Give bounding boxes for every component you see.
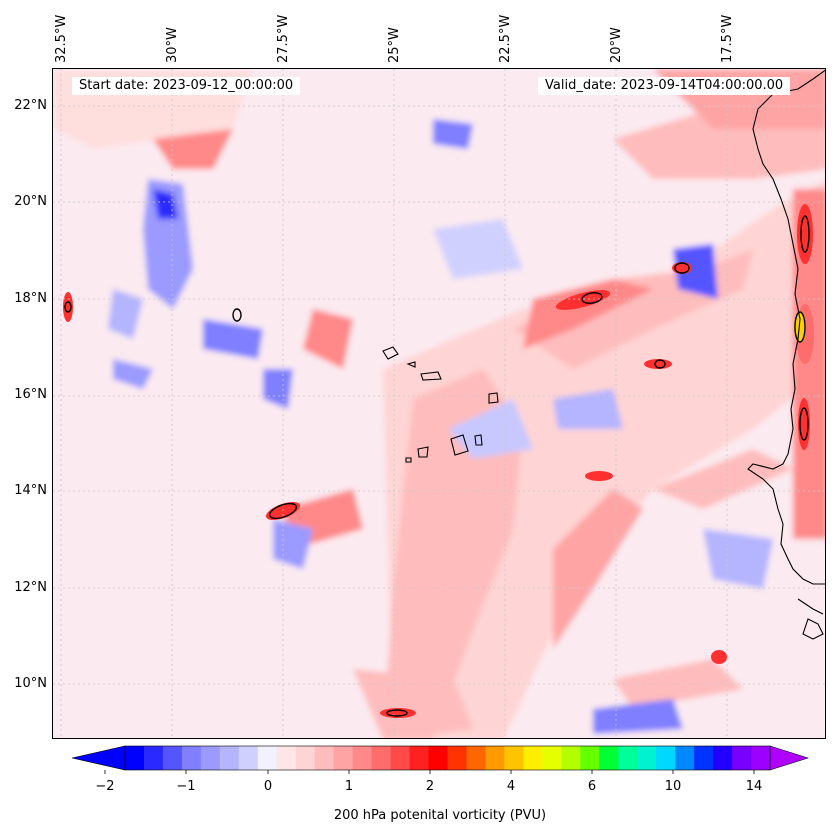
colorbar-tick-label: 4 xyxy=(506,779,516,794)
coastlines xyxy=(382,69,825,640)
lon-label: 32.5°W xyxy=(54,14,69,63)
pv-field-map xyxy=(53,69,825,738)
valid-date-label: Valid_date: 2023-09-14T04:00:00.00 xyxy=(538,77,791,95)
colorbar-swatch xyxy=(599,746,619,770)
colorbar-swatch xyxy=(656,746,676,770)
gridlines xyxy=(53,69,825,738)
lat-label: 14°N xyxy=(14,483,47,498)
lat-label: 18°N xyxy=(14,291,47,306)
colorbar-swatch xyxy=(637,746,657,770)
colorbar-swatch xyxy=(713,746,733,770)
colorbar-swatch xyxy=(125,746,145,770)
lat-label: 22°N xyxy=(14,98,47,113)
colorbar-swatch xyxy=(238,746,259,770)
colorbar-swatch xyxy=(580,746,600,770)
colorbar-swatch xyxy=(466,746,487,770)
colorbar-tick-label: 6 xyxy=(587,779,597,794)
lat-label: 10°N xyxy=(14,676,47,691)
colorbar-swatch xyxy=(295,746,316,770)
colorbar-swatch xyxy=(181,746,202,770)
colorbar-tick-label: 1 xyxy=(344,779,354,794)
colorbar-swatch xyxy=(314,746,335,770)
colorbar-swatch xyxy=(257,746,278,770)
colorbar-swatch xyxy=(333,746,354,770)
colorbar-swatch xyxy=(143,746,164,770)
colorbar xyxy=(71,745,809,774)
lat-label: 16°N xyxy=(14,387,47,402)
pv-field-layer xyxy=(53,69,825,738)
colorbar-extend-low xyxy=(71,745,126,771)
colorbar-swatch xyxy=(200,746,221,770)
lon-label: 25°W xyxy=(387,27,402,63)
colorbar-tick-label: 2 xyxy=(425,779,435,794)
map-panel xyxy=(52,68,826,739)
colorbar-title: 200 hPa potenital vorticity (PVU) xyxy=(333,808,547,823)
lon-label: 30°W xyxy=(165,27,180,63)
colorbar-swatch xyxy=(751,746,771,770)
colorbar-swatch xyxy=(371,746,392,770)
colorbar-tick-label: 10 xyxy=(664,779,682,794)
colorbar-swatch xyxy=(352,746,373,770)
colorbar-swatch xyxy=(542,746,562,770)
colorbar-outline xyxy=(124,745,771,771)
lat-label: 12°N xyxy=(14,580,47,595)
colorbar-swatch xyxy=(390,746,411,770)
colorbar-swatch xyxy=(523,746,543,770)
colorbar-swatch xyxy=(694,746,714,770)
lon-label: 17.5°W xyxy=(720,14,735,63)
colorbar-swatch xyxy=(276,746,297,770)
colorbar-swatch xyxy=(219,746,240,770)
lon-label: 20°W xyxy=(609,27,624,63)
colorbar-swatch xyxy=(618,746,638,770)
start-date-label: Start date: 2023-09-12_00:00:00 xyxy=(72,77,301,95)
colorbar-swatch xyxy=(675,746,695,770)
colorbar-swatch xyxy=(447,746,468,770)
pv-contours xyxy=(64,215,810,717)
colorbar-tick-label: −1 xyxy=(176,779,196,794)
colorbar-swatch xyxy=(162,746,183,770)
lat-label: 20°N xyxy=(14,194,47,209)
colorbar-swatch xyxy=(485,746,506,770)
colorbar-extend-high xyxy=(769,745,809,771)
colorbar-swatch xyxy=(732,746,752,770)
colorbar-swatch xyxy=(428,746,449,770)
colorbar-tick-label: 14 xyxy=(745,779,763,794)
lon-label: 22.5°W xyxy=(498,14,513,63)
lon-label: 27.5°W xyxy=(276,14,291,63)
colorbar-swatch xyxy=(409,746,430,770)
colorbar-swatch xyxy=(504,746,524,770)
colorbar-tick-label: −2 xyxy=(95,779,115,794)
colorbar-swatch xyxy=(561,746,581,770)
colorbar-tick-label: 0 xyxy=(263,779,273,794)
